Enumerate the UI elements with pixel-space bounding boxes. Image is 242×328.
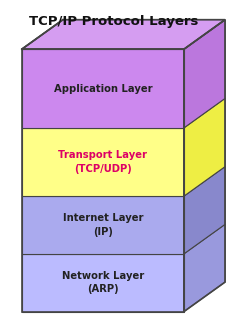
Polygon shape [22,128,184,196]
Polygon shape [22,20,225,49]
Polygon shape [184,224,225,312]
Polygon shape [22,254,184,312]
Polygon shape [184,20,225,128]
Text: Transport Layer
(TCP/UDP): Transport Layer (TCP/UDP) [58,151,147,174]
Text: Internet Layer
(IP): Internet Layer (IP) [63,214,143,236]
Text: Network Layer
(ARP): Network Layer (ARP) [62,271,144,294]
Text: Application Layer: Application Layer [53,84,152,93]
Text: TCP/IP Protocol Layers: TCP/IP Protocol Layers [29,15,198,28]
Polygon shape [22,49,184,128]
Polygon shape [184,167,225,254]
Polygon shape [184,98,225,196]
Polygon shape [22,196,184,254]
